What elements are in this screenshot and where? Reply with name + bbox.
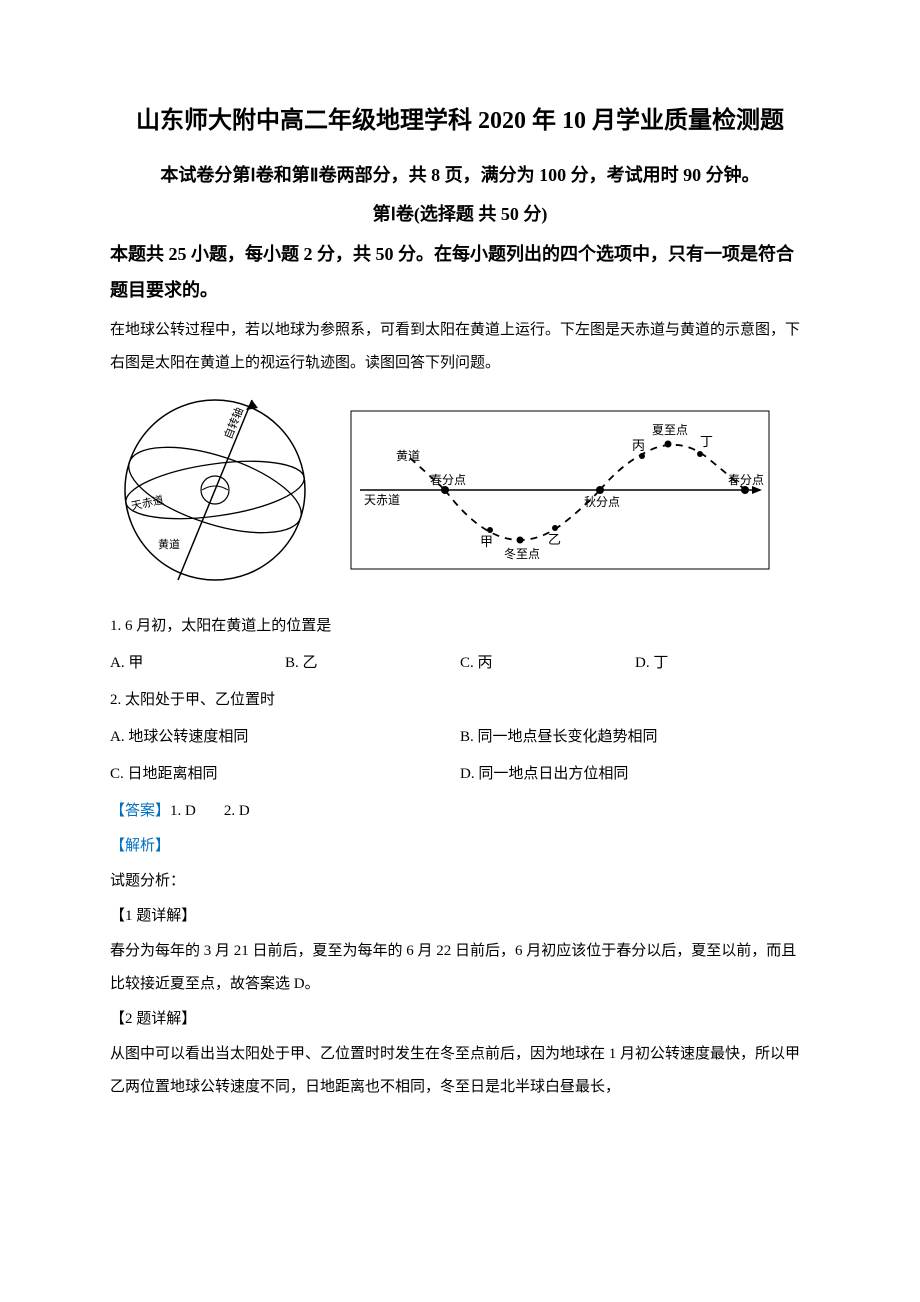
label-summer: 夏至点 <box>652 423 688 437</box>
label-autumnal: 秋分点 <box>584 495 620 509</box>
q2-option-b: B. 同一地点昼长变化趋势相同 <box>460 721 810 754</box>
q2-stem: 2. 太阳处于甲、乙位置时 <box>110 684 810 717</box>
explain-label: 【解析】 <box>110 830 810 863</box>
q1-options: A. 甲 B. 乙 C. 丙 D. 丁 <box>110 647 810 680</box>
answer-label: 【答案】 <box>110 803 170 819</box>
figure-sphere-diagram: 自转轴 天赤道 黄道 <box>110 390 320 590</box>
answer-2: 2. D <box>224 803 250 819</box>
figure-ecliptic-path-diagram: 黄道 天赤道 春分点 秋分点 春分点 冬至点 夏至点 甲 乙 丙 丁 <box>350 410 770 570</box>
q1-option-d: D. 丁 <box>635 647 810 680</box>
label-ecliptic: 黄道 <box>158 537 180 551</box>
q2-option-d: D. 同一地点日出方位相同 <box>460 758 810 791</box>
explain-sub2-label: 【2 题详解】 <box>110 1003 810 1036</box>
answer-1: 1. D <box>170 803 196 819</box>
label-ding: 丁 <box>700 434 713 449</box>
explain-sub1-label: 【1 题详解】 <box>110 900 810 933</box>
label-yi: 乙 <box>548 532 561 547</box>
label-vernal-left: 春分点 <box>430 473 466 487</box>
explain-sub2-text: 从图中可以看出当太阳处于甲、乙位置时时发生在冬至点前后，因为地球在 1 月初公转… <box>110 1038 810 1104</box>
label-bing: 丙 <box>632 438 645 453</box>
label-ecliptic-right: 黄道 <box>396 449 420 463</box>
q1-option-b: B. 乙 <box>285 647 460 680</box>
explain-sub1-text: 春分为每年的 3 月 21 日前后，夏至为每年的 6 月 22 日前后，6 月初… <box>110 935 810 1001</box>
exam-title: 山东师大附中高二年级地理学科 2020 年 10 月学业质量检测题 <box>110 100 810 143</box>
label-celestial-equator-right: 天赤道 <box>364 493 400 507</box>
q1-option-c: C. 丙 <box>460 647 635 680</box>
passage-text: 在地球公转过程中，若以地球为参照系，可看到太阳在黄道上运行。下左图是天赤道与黄道… <box>110 314 810 380</box>
label-celestial-equator: 天赤道 <box>130 492 165 513</box>
q2-option-c: C. 日地距离相同 <box>110 758 460 791</box>
q1-option-a: A. 甲 <box>110 647 285 680</box>
explain-intro: 试题分析： <box>110 865 810 898</box>
section1-header: 第Ⅰ卷(选择题 共 50 分) <box>110 198 810 230</box>
figures-container: 自转轴 天赤道 黄道 黄道 天赤道 春分点 秋分点 春分点 冬至点 <box>110 390 810 590</box>
label-vernal-right: 春分点 <box>728 473 764 487</box>
section1-instructions: 本题共 25 小题，每小题 2 分，共 50 分。在每小题列出的四个选项中，只有… <box>110 236 810 308</box>
label-winter: 冬至点 <box>504 546 540 561</box>
label-jia: 甲 <box>480 534 493 549</box>
exam-info: 本试卷分第Ⅰ卷和第Ⅱ卷两部分，共 8 页，满分为 100 分，考试用时 90 分… <box>110 159 810 191</box>
q2-options-row1: A. 地球公转速度相同 B. 同一地点昼长变化趋势相同 <box>110 721 810 754</box>
q2-option-a: A. 地球公转速度相同 <box>110 721 460 754</box>
q1-stem: 1. 6 月初，太阳在黄道上的位置是 <box>110 610 810 643</box>
q2-options-row2: C. 日地距离相同 D. 同一地点日出方位相同 <box>110 758 810 791</box>
answer-line: 【答案】1. D 2. D <box>110 795 810 828</box>
